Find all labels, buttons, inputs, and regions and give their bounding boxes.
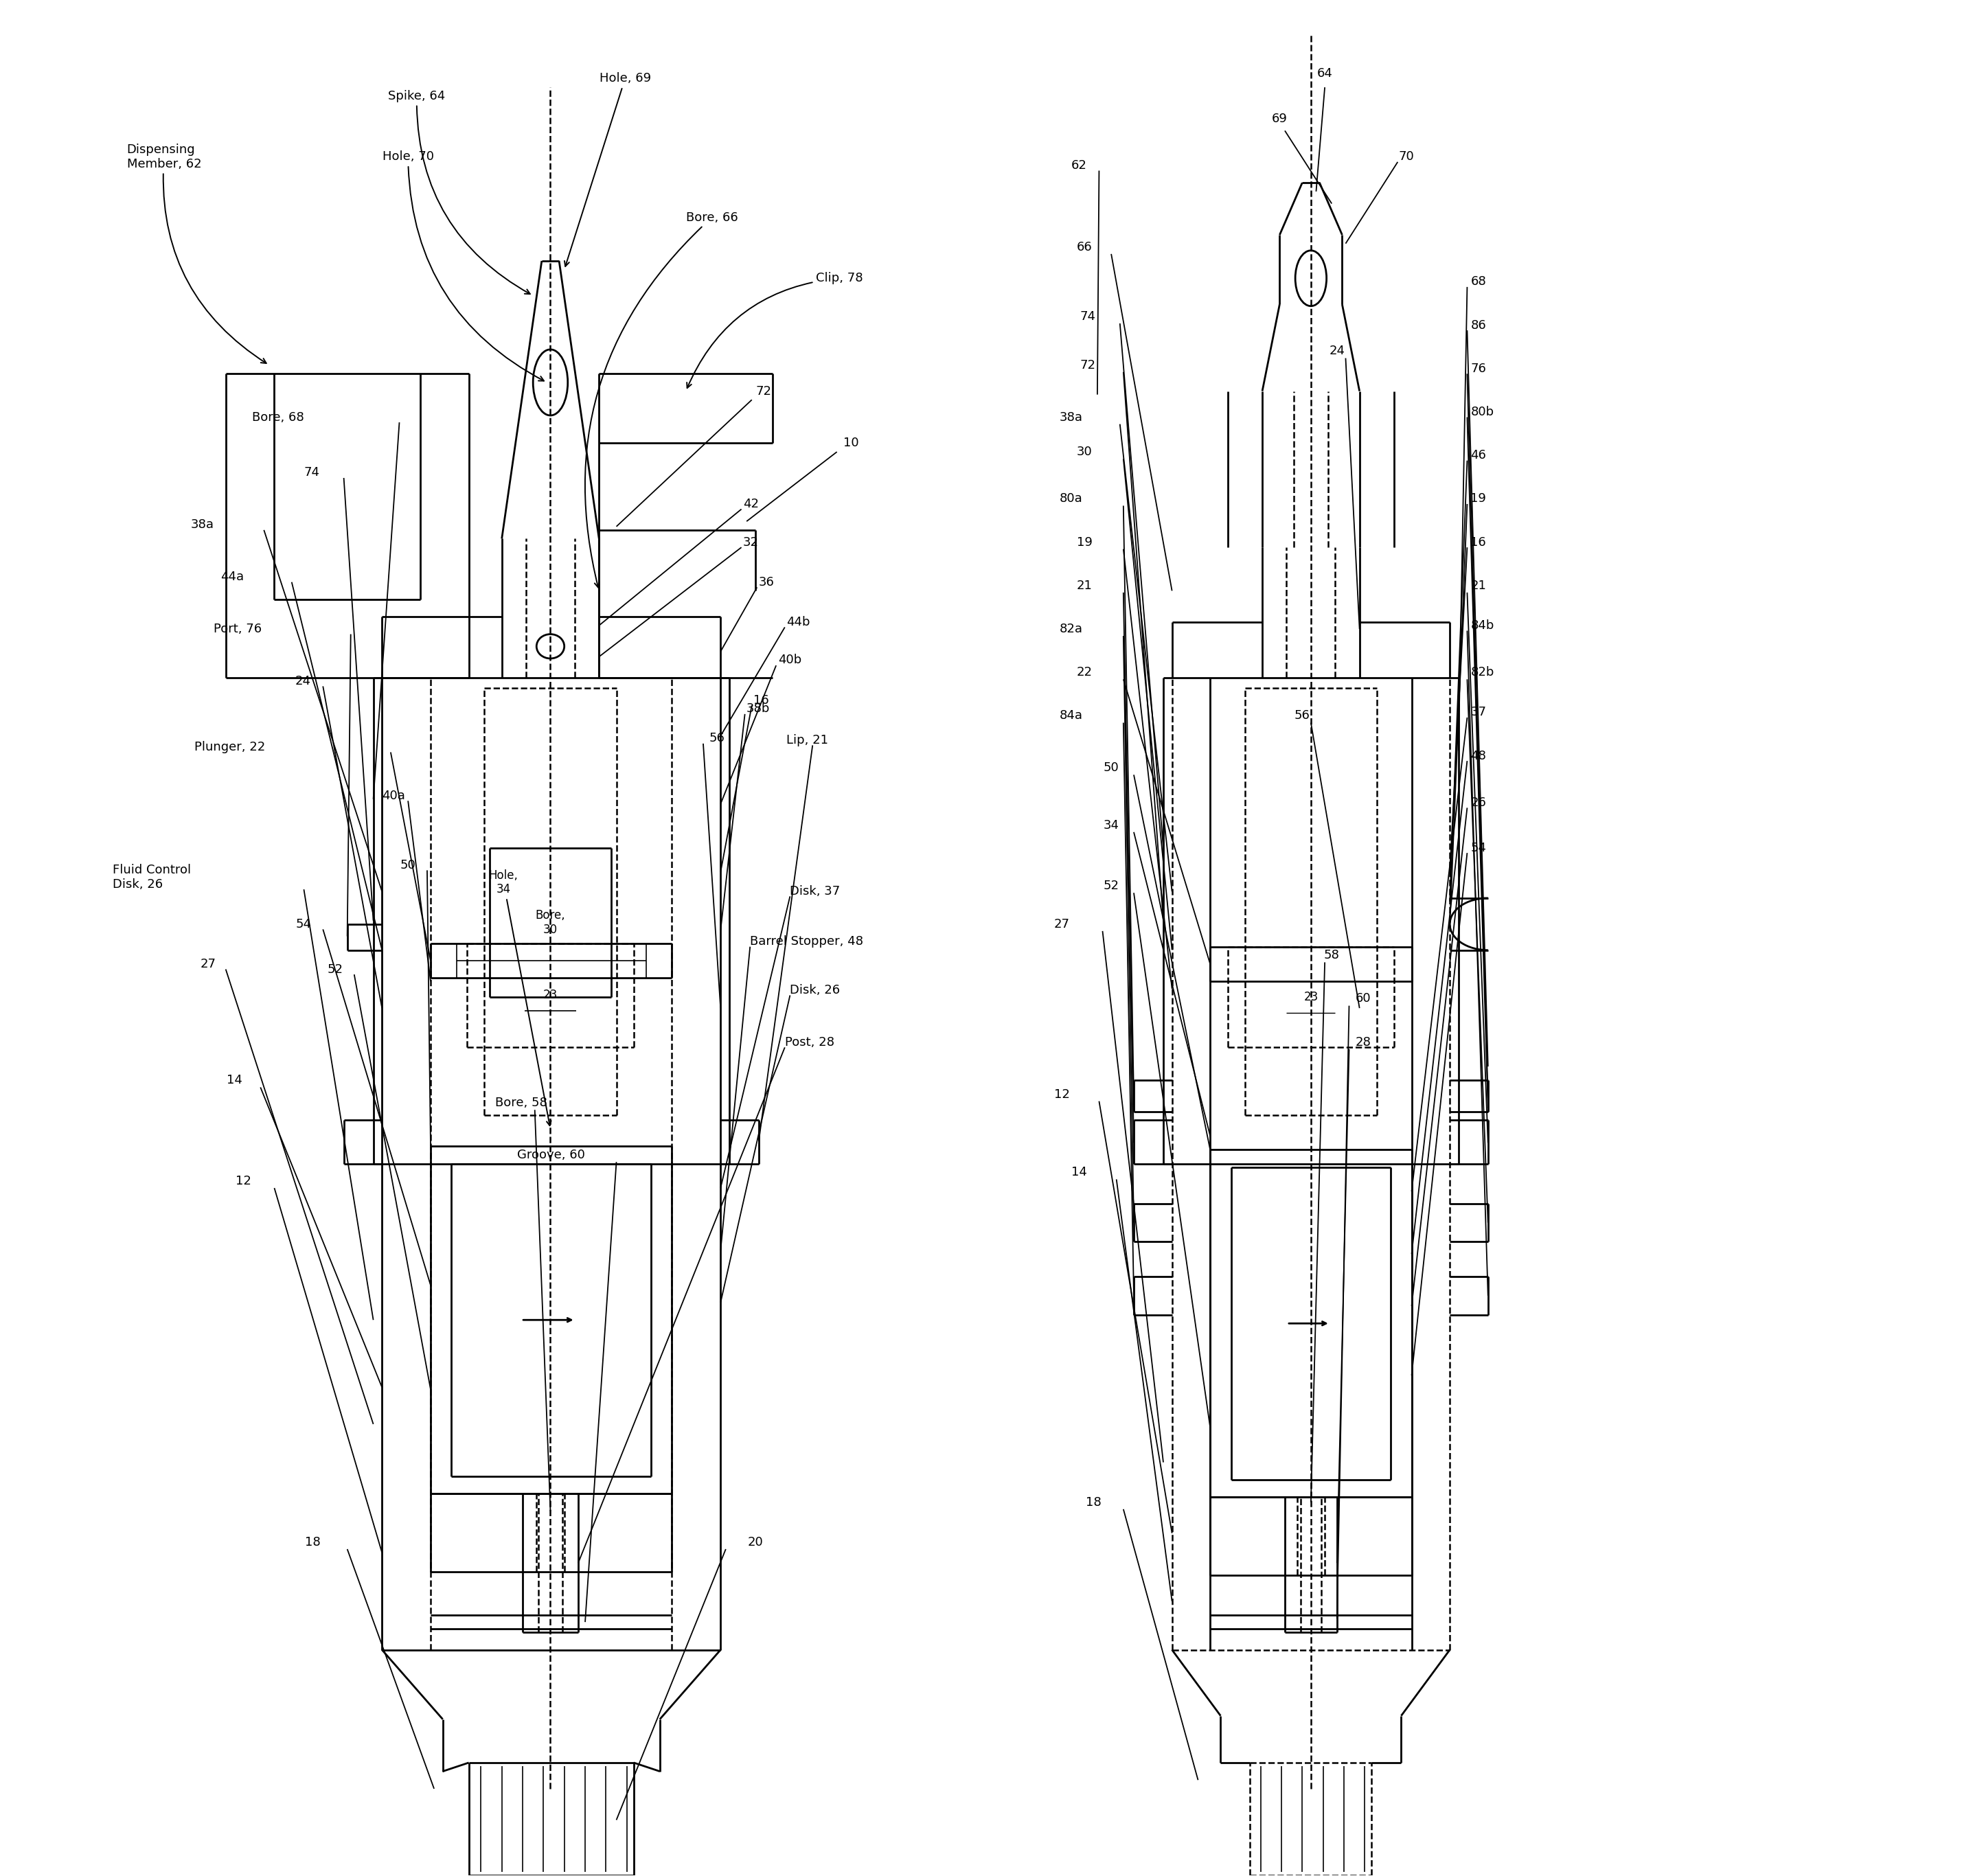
Text: 40b: 40b: [777, 655, 800, 666]
Text: 76: 76: [1472, 362, 1487, 375]
Text: Disk, 37: Disk, 37: [791, 885, 840, 897]
Text: 36: 36: [759, 576, 775, 589]
Text: 74: 74: [304, 467, 320, 478]
Text: 70: 70: [1399, 150, 1415, 163]
Text: 86: 86: [1472, 319, 1487, 332]
Text: 23: 23: [1303, 991, 1318, 1004]
Text: 21: 21: [1077, 580, 1093, 591]
Ellipse shape: [534, 349, 567, 415]
Text: 19: 19: [1472, 493, 1487, 505]
Text: 16: 16: [1472, 537, 1487, 548]
Text: Port, 76: Port, 76: [214, 623, 261, 636]
Text: 10: 10: [844, 437, 859, 450]
Text: 14: 14: [226, 1075, 241, 1086]
Text: 21: 21: [1472, 580, 1487, 591]
Text: 82a: 82a: [1059, 623, 1083, 636]
Text: Dispensing
Member, 62: Dispensing Member, 62: [128, 143, 267, 364]
Text: 24: 24: [1328, 345, 1344, 356]
Text: 84b: 84b: [1472, 619, 1495, 632]
Text: 72: 72: [1079, 358, 1095, 371]
Text: 32: 32: [744, 537, 759, 548]
Text: Plunger, 22: Plunger, 22: [194, 741, 265, 752]
Text: Groove, 60: Groove, 60: [518, 1148, 585, 1161]
Text: 56: 56: [708, 732, 724, 745]
Text: 80a: 80a: [1059, 493, 1083, 505]
Ellipse shape: [1295, 251, 1326, 306]
Text: 69: 69: [1271, 113, 1287, 124]
Text: 16: 16: [753, 694, 769, 707]
Text: Lip, 21: Lip, 21: [787, 734, 828, 747]
Text: 60: 60: [1356, 992, 1371, 1006]
Text: 44b: 44b: [787, 615, 810, 628]
Text: 27: 27: [1054, 917, 1069, 930]
Text: Spike, 64: Spike, 64: [388, 90, 530, 295]
Text: 12: 12: [1054, 1088, 1069, 1101]
Text: 20: 20: [748, 1536, 763, 1548]
Text: 52: 52: [328, 962, 343, 976]
Text: 23: 23: [543, 989, 557, 1002]
Text: 12: 12: [235, 1174, 251, 1188]
Text: Barrel Stopper, 48: Barrel Stopper, 48: [749, 936, 863, 947]
Text: Disk, 26: Disk, 26: [791, 983, 840, 996]
Text: 38a: 38a: [1059, 411, 1083, 424]
Text: 30: 30: [1077, 446, 1093, 458]
Text: 28: 28: [1356, 1036, 1371, 1049]
Text: 38a: 38a: [190, 518, 214, 531]
Text: 68: 68: [1472, 276, 1487, 287]
Text: Fluid Control
Disk, 26: Fluid Control Disk, 26: [114, 865, 190, 891]
Text: 48: 48: [1472, 750, 1487, 762]
Text: 46: 46: [1472, 448, 1487, 461]
Text: 80b: 80b: [1472, 405, 1495, 418]
Text: 54: 54: [1472, 842, 1487, 854]
Text: 37: 37: [1472, 705, 1487, 719]
Text: 42: 42: [744, 497, 759, 510]
Text: Bore, 58: Bore, 58: [494, 1097, 547, 1109]
Text: 74: 74: [1079, 310, 1095, 323]
Text: 72: 72: [755, 385, 771, 398]
Text: Bore, 68: Bore, 68: [251, 411, 304, 424]
Text: 58: 58: [1324, 949, 1340, 962]
Text: 40a: 40a: [383, 790, 406, 801]
Text: 26: 26: [1472, 797, 1487, 809]
Text: Post, 28: Post, 28: [785, 1036, 834, 1049]
Text: Bore, 66: Bore, 66: [585, 212, 738, 587]
Text: 84a: 84a: [1059, 709, 1083, 722]
Text: 64: 64: [1317, 68, 1332, 79]
Text: 82b: 82b: [1472, 666, 1495, 679]
Text: Bore,
30: Bore, 30: [536, 910, 565, 936]
Text: 14: 14: [1071, 1167, 1087, 1178]
Text: 44a: 44a: [220, 570, 243, 583]
Text: 50: 50: [1103, 762, 1118, 775]
Text: 18: 18: [1087, 1495, 1103, 1508]
Text: Clip, 78: Clip, 78: [687, 272, 863, 388]
Text: 66: 66: [1077, 240, 1093, 253]
Text: 34: 34: [1103, 820, 1118, 831]
Text: 24: 24: [294, 675, 310, 687]
Text: 27: 27: [200, 959, 216, 970]
Text: 56: 56: [1295, 709, 1311, 722]
Text: 50: 50: [400, 859, 416, 870]
Text: 22: 22: [1077, 666, 1093, 679]
Text: 52: 52: [1103, 880, 1118, 893]
Text: Hole, 70: Hole, 70: [383, 150, 543, 381]
Text: 38b: 38b: [748, 704, 771, 715]
Text: 18: 18: [304, 1536, 320, 1548]
Text: Hole, 69: Hole, 69: [565, 73, 651, 266]
Text: 62: 62: [1071, 159, 1087, 171]
Text: Hole,
34: Hole, 34: [489, 869, 551, 1126]
Text: 19: 19: [1077, 537, 1093, 548]
Text: 54: 54: [296, 917, 312, 930]
